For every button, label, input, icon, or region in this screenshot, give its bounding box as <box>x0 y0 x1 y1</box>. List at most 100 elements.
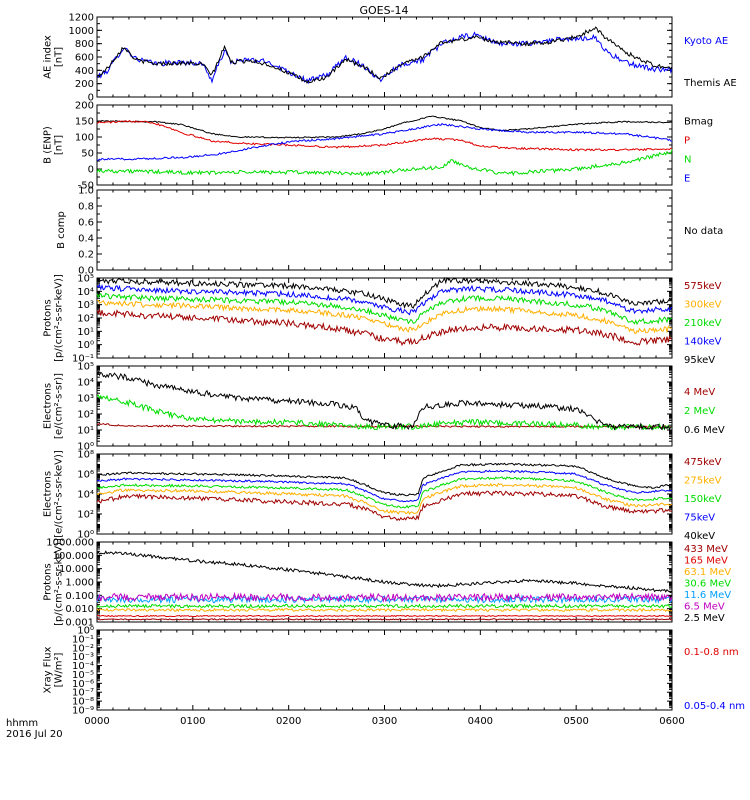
series-line-2-5-mev <box>96 550 673 594</box>
legend-label: 0.05-0.4 nm <box>684 701 745 712</box>
legend-label: Themis AE <box>683 78 737 89</box>
legend-label: Kyoto AE <box>684 36 728 47</box>
legend-label: N <box>684 155 691 166</box>
y-axis-label: B comp <box>56 211 67 249</box>
series-line-e <box>96 122 673 161</box>
y-tick-label: 10² <box>77 510 94 521</box>
legend-label: 95keV <box>684 355 715 366</box>
y-tick-label: 10⁴ <box>77 287 94 298</box>
y-tick-label: 10⁻⁷ <box>72 688 94 699</box>
y-tick-label: 200 <box>75 101 94 112</box>
y-tick-label: 10⁰ <box>77 530 94 541</box>
x-tick-label: 0100 <box>180 716 205 727</box>
series-line-575kev <box>96 307 673 347</box>
panel-protons_kev: 10⁻¹ 10⁰ 10¹ 10² 10³ 10⁴ 10⁵ Protons [p/(cm²-s-s… <box>43 274 722 367</box>
panel-electrons_mev: 10⁰ 10¹ 10² 10³ 10⁴ 10⁵ Electrons [e/(cm²-s-sr)… <box>43 362 725 453</box>
y-tick-label: 10⁴ <box>77 378 94 389</box>
y-tick-label: 10⁵ <box>77 362 94 373</box>
legend-label: 11.6 MeV <box>684 590 731 601</box>
y-tick-label: 10³ <box>77 300 94 311</box>
y-tick-label: 50 <box>81 149 94 160</box>
legend-label: P <box>684 136 690 147</box>
time-axis-label: hhmm <box>6 718 38 729</box>
x-tick-label: 0500 <box>563 716 588 727</box>
x-tick-label: 0600 <box>659 716 684 727</box>
legend-label: 4 MeV <box>684 387 715 398</box>
y-tick-label: 10⁻¹ <box>72 354 94 365</box>
x-tick-label: 0400 <box>468 716 493 727</box>
y-axis-label: [e/(cm²-s-sr)] <box>54 373 65 439</box>
y-axis-label: Protons <box>43 299 54 336</box>
y-tick-label: 1.000 <box>65 578 94 589</box>
series-line-475kev <box>96 490 673 522</box>
y-tick-label: 10⁻⁹ <box>72 706 94 717</box>
y-tick-label: 10² <box>77 410 94 421</box>
legend-label: 300keV <box>684 300 722 311</box>
series-line-p <box>96 120 673 152</box>
series-line-n <box>96 149 673 177</box>
series-line-95kev <box>96 276 673 309</box>
y-tick-label: 0.0 <box>78 266 94 277</box>
panel-bcomp: 0.0 0.2 0.4 0.6 0.8 1.0 B comp No data <box>56 186 723 277</box>
y-tick-label: 0.010 <box>65 604 94 615</box>
series-line-75kev <box>96 469 673 503</box>
y-tick-label: 10.000 <box>59 564 94 575</box>
y-tick-label: 10⁻⁸ <box>72 697 94 708</box>
series-line-30-6-mev <box>96 603 673 609</box>
y-tick-label: 600 <box>75 53 94 64</box>
y-tick-label: 10⁻⁵ <box>72 670 94 681</box>
legend-label: 210keV <box>684 318 722 329</box>
series-line-themis-ae <box>96 26 673 84</box>
y-axis-label: AE index <box>43 35 54 79</box>
series-line-275kev <box>96 482 673 515</box>
y-axis-label: [nT] <box>54 135 65 155</box>
y-tick-label: 10⁻¹ <box>72 634 94 645</box>
y-axis-label: [p/(cm²-s-sr-keV)] <box>54 538 65 626</box>
series-line-0-6-mev <box>96 370 673 431</box>
y-tick-label: 1000 <box>69 26 94 37</box>
legend-label: 0.6 MeV <box>684 425 725 436</box>
legend-label: 150keV <box>684 494 722 505</box>
series-line-140kev <box>96 283 673 316</box>
y-axis-label: Xray Flux <box>43 646 54 693</box>
y-tick-label: 100 <box>75 133 94 144</box>
y-tick-label: 0 <box>88 93 94 104</box>
y-tick-label: 800 <box>75 39 94 50</box>
y-axis-label: [W/m²] <box>54 652 65 687</box>
y-axis-label: Electrons <box>43 383 54 429</box>
series-line-6-5-mev <box>96 591 673 603</box>
legend-label: 165 MeV <box>684 556 728 567</box>
y-tick-label: 0.6 <box>78 218 94 229</box>
y-tick-label: 10³ <box>77 394 94 405</box>
y-tick-label: 10⁻² <box>72 643 94 654</box>
y-tick-label: 400 <box>75 66 94 77</box>
y-tick-label: 10⁰ <box>77 340 94 351</box>
legend-label: 0.1-0.8 nm <box>684 647 739 658</box>
legend-label: 275keV <box>684 476 722 487</box>
panel-electrons_kev: 10⁰ 10² 10⁴ 10⁶ 10⁸ Electrons [e/(cm²-s-sr-keV… <box>43 450 722 543</box>
y-tick-label: -50 <box>78 181 94 192</box>
y-tick-label: 10⁰ <box>77 626 94 637</box>
series-line-kyoto-ae <box>96 31 673 85</box>
y-tick-label: 0.001 <box>65 618 94 629</box>
y-tick-label: 1000.000 <box>46 538 94 549</box>
legend-label: 475keV <box>684 457 722 468</box>
series-line-40kev <box>96 462 673 497</box>
y-tick-label: 1.0 <box>78 186 94 197</box>
y-tick-label: 0 <box>88 165 94 176</box>
series-line-4-mev <box>96 422 673 429</box>
y-tick-label: 10⁻⁶ <box>72 679 94 690</box>
y-tick-label: 10⁴ <box>77 490 94 501</box>
y-tick-label: 1200 <box>69 13 94 24</box>
y-tick-label: 10² <box>77 314 94 325</box>
y-axis-label: Protons <box>43 563 54 600</box>
y-axis-label: [nT] <box>54 47 65 67</box>
x-tick-label: 0000 <box>84 716 109 727</box>
y-tick-label: 150 <box>75 117 94 128</box>
x-tick-label: 0200 <box>276 716 301 727</box>
panel-protons_mev: 0.001 0.010 0.100 1.000 10.000 100.000 1000.00… <box>43 538 732 629</box>
y-axis-label: Electrons <box>43 471 54 517</box>
y-tick-label: 0.2 <box>78 250 94 261</box>
